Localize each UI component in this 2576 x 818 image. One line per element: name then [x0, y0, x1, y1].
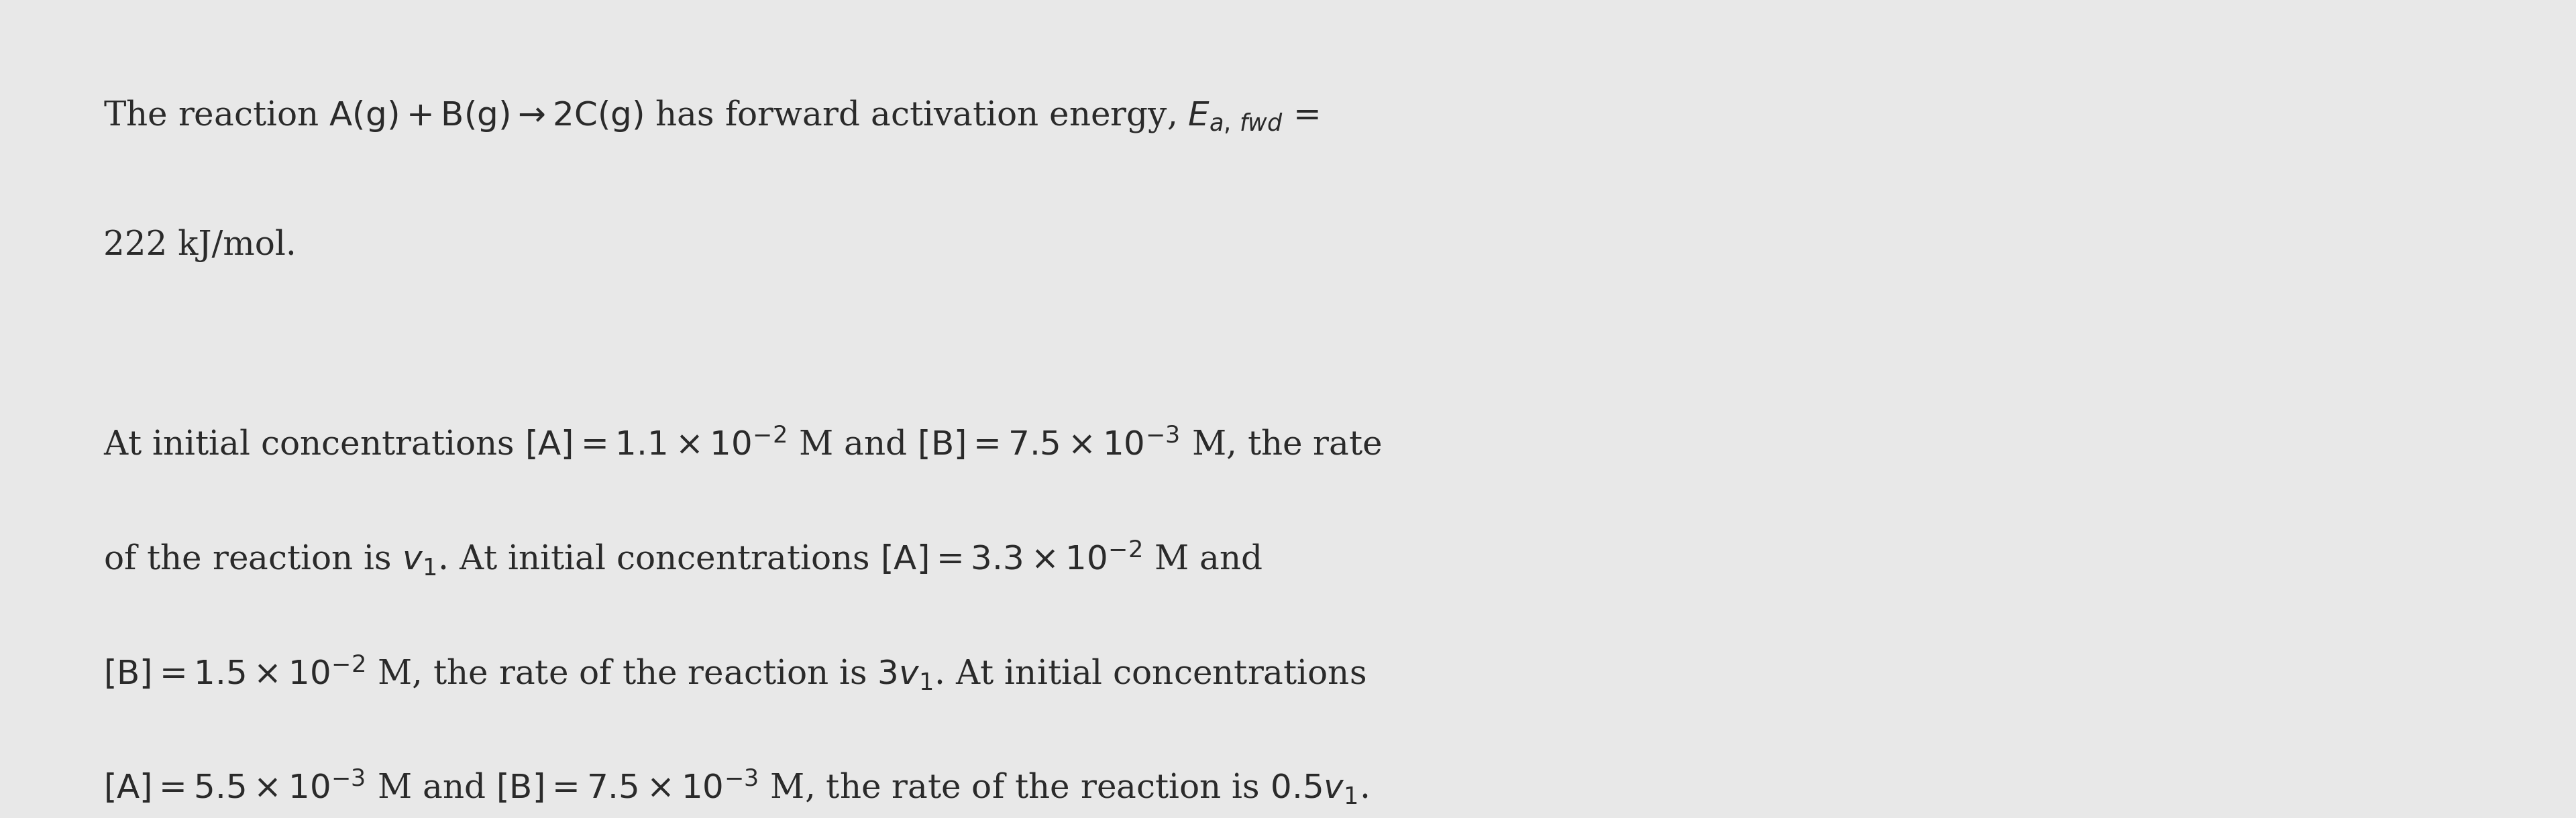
Text: 222 kJ/mol.: 222 kJ/mol.	[103, 229, 296, 262]
Text: $\left[\mathrm{A}\right] = 5.5 \times 10^{-3}$ M and $\left[\mathrm{B}\right] = : $\left[\mathrm{A}\right] = 5.5 \times 10…	[103, 768, 1368, 807]
Text: $\left[\mathrm{B}\right] = 1.5 \times 10^{-2}$ M, the rate of the reaction is $3: $\left[\mathrm{B}\right] = 1.5 \times 10…	[103, 654, 1365, 692]
Text: of the reaction is $v_1$. At initial concentrations $\left[\mathrm{A}\right] = 3: of the reaction is $v_1$. At initial con…	[103, 540, 1262, 578]
Text: The reaction $\mathrm{A(g) + B(g) \rightarrow 2C(g)}$ has forward activation ene: The reaction $\mathrm{A(g) + B(g) \right…	[103, 98, 1319, 135]
Text: At initial concentrations $\left[\mathrm{A}\right] = 1.1 \times 10^{-2}$ M and $: At initial concentrations $\left[\mathrm…	[103, 425, 1381, 463]
